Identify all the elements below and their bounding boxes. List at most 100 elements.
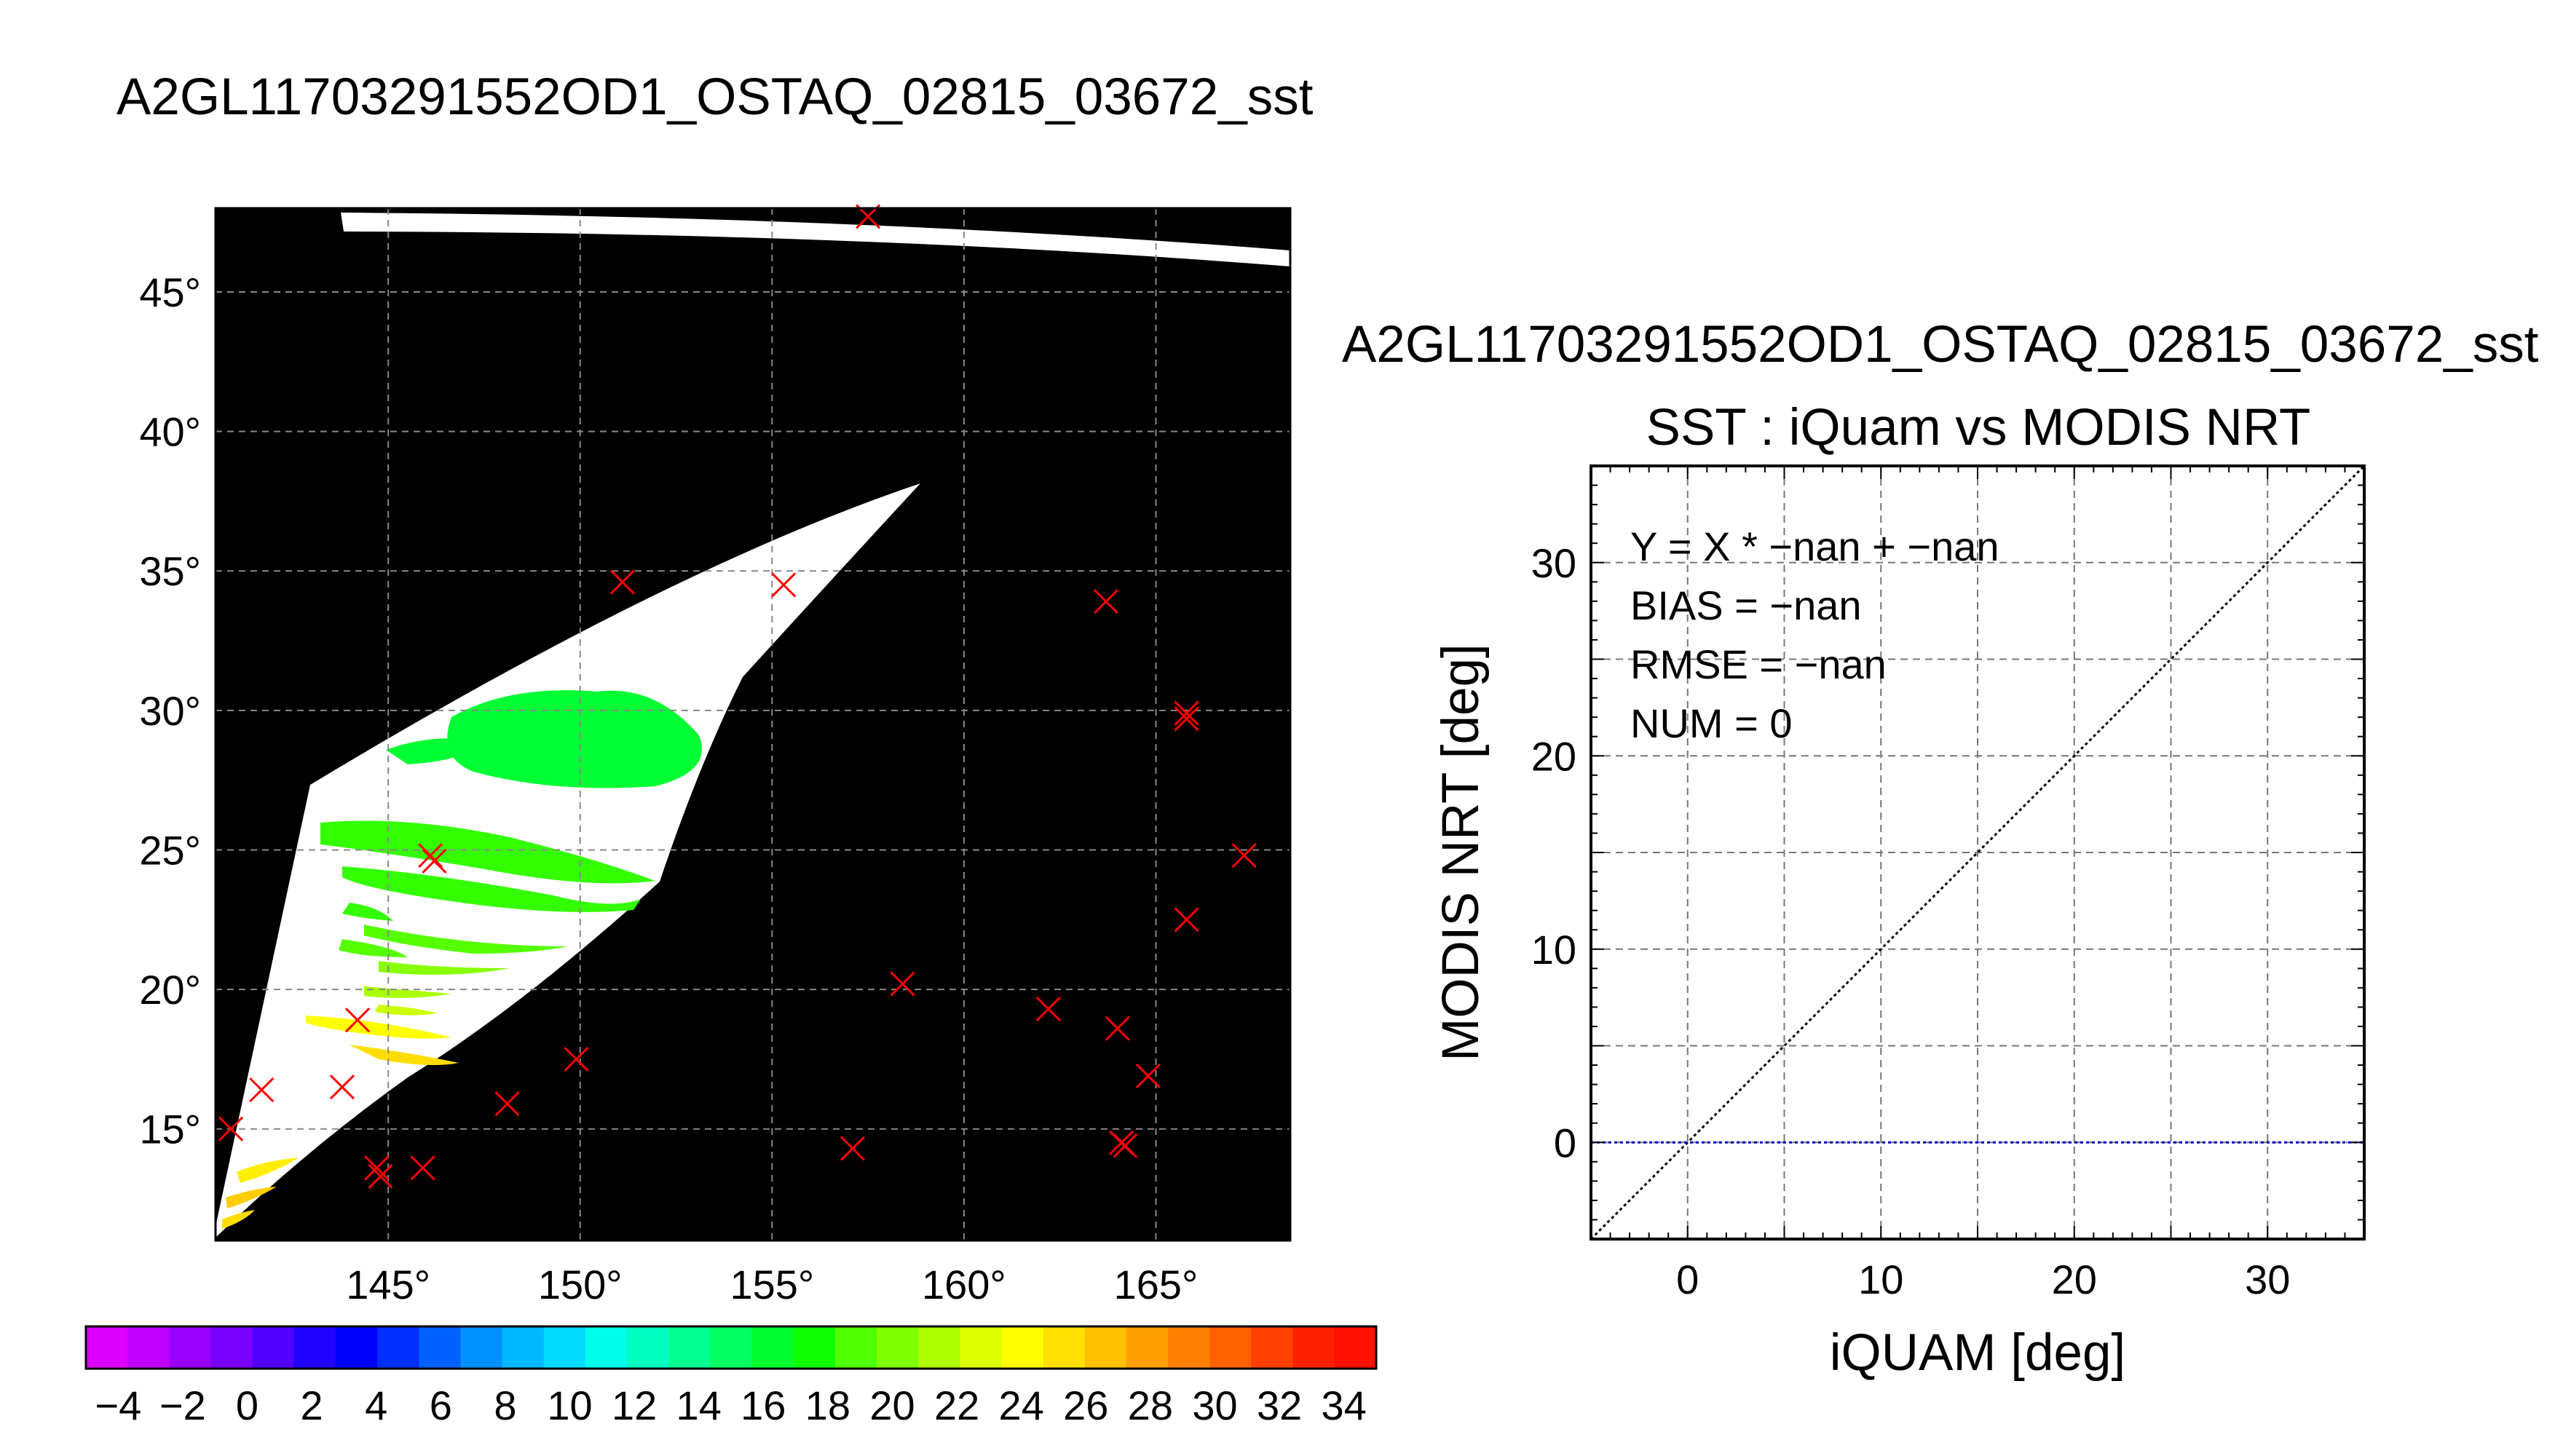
colorbar-tick-label: 6 [430, 1382, 452, 1428]
buoy-marker [1174, 706, 1199, 732]
buoy-marker [1093, 589, 1119, 614]
buoy-marker [1174, 907, 1199, 933]
colorbar-frame [84, 1325, 1378, 1370]
buoy-marker [418, 843, 443, 869]
buoy-marker [422, 848, 447, 874]
colorbar-cell [877, 1326, 919, 1369]
colorbar-cell [1001, 1326, 1044, 1369]
colorbar-tick-label: 30 [1192, 1382, 1237, 1428]
colorbar-tick-label: 28 [1128, 1382, 1173, 1428]
colorbar-cell [252, 1326, 295, 1369]
buoy-marker [1105, 1016, 1130, 1041]
colorbar-cell [543, 1326, 586, 1369]
colorbar-cell [1084, 1326, 1127, 1369]
colorbar-cell [960, 1326, 1003, 1369]
buoy-marker [564, 1046, 589, 1072]
buoy-marker-stroke [1093, 589, 1119, 614]
scatter-subtitle: SST : iQuam vs MODIS NRT [1646, 399, 2311, 456]
sst-retrieval-patches [222, 690, 702, 1229]
colorbar-cell [585, 1326, 628, 1369]
buoy-marker [771, 572, 797, 598]
colorbar-cell [627, 1326, 669, 1369]
map-lat-tick-label: 20° [139, 967, 201, 1013]
colorbar-cell [502, 1326, 545, 1369]
map-title: A2GL11703291552OD1_OSTAQ_02815_03672_sst [117, 68, 1314, 126]
colorbar-cell [86, 1326, 128, 1369]
map-lon-tick-label: 155° [730, 1262, 814, 1307]
map-tick-labels: 145° 150° 155° 160° 165° 15° 20° 25° 30° 35° 40° 45… [139, 269, 1198, 1307]
colorbar-tick-label: 12 [612, 1382, 657, 1428]
map-frame [214, 207, 1292, 1242]
map-lon-tick-label: 160° [922, 1262, 1006, 1307]
colorbar-tick-label: 20 [869, 1382, 915, 1428]
buoy-marker-stroke [1174, 907, 1199, 933]
buoy-marker-stroke [218, 1116, 244, 1142]
buoy-marker-stroke [1113, 1133, 1138, 1158]
colorbar-tick-label: 0 [236, 1382, 258, 1428]
stats-rmse: RMSE = −nan [1630, 641, 1887, 687]
colorbar-cell [668, 1326, 711, 1369]
map-panel: 145° 150° 155° 160° 165° 15° 20° 25° 30° 35° 40° 45… [139, 204, 1292, 1307]
map-lat-tick-label: 30° [139, 688, 201, 734]
buoy-marker [329, 1075, 355, 1100]
buoy-marker [344, 1008, 371, 1033]
buoy-marker-stroke [771, 572, 797, 598]
map-lat-tick-label: 15° [139, 1107, 201, 1152]
buoy-marker-stroke [840, 1136, 866, 1161]
scatter-y-tick-label: 30 [1531, 540, 1576, 586]
colorbar-tick-label: 2 [301, 1382, 323, 1428]
buoy-marker-stroke [1105, 1016, 1130, 1041]
map-lat-tick-label: 40° [139, 409, 201, 455]
colorbar-cell [793, 1326, 836, 1369]
colorbar-cell [751, 1326, 794, 1369]
colorbar-tick-label: −4 [95, 1382, 141, 1428]
buoy-marker [1174, 700, 1199, 726]
map-lon-tick-label: 150° [538, 1262, 623, 1307]
scatter-xlabel: iQUAM [deg] [1830, 1324, 2125, 1382]
scatter-panel: 0 10 20 30 0 10 20 30 Y = X * −nan + −nan BIAS … [1531, 464, 2366, 1302]
colorbar-tick-label: 32 [1257, 1382, 1302, 1428]
colorbar-cell [1251, 1326, 1294, 1369]
colorbar-cell [335, 1326, 378, 1369]
buoy-marker [368, 1163, 393, 1189]
colorbar-cell [834, 1326, 877, 1369]
colorbar-cell [460, 1326, 503, 1369]
buoy-marker [609, 569, 635, 595]
colorbar-cell [918, 1326, 960, 1369]
colorbar-tick-label: 10 [547, 1382, 592, 1428]
colorbar-tick-label: 22 [934, 1382, 979, 1428]
scatter-x-tick-label: 10 [1858, 1257, 1903, 1302]
scatter-title: A2GL11703291552OD1_OSTAQ_02815_03672_sst [1342, 316, 2539, 373]
buoy-marker-stroke [329, 1075, 355, 1100]
buoy-marker-stroke [564, 1046, 589, 1072]
buoy-marker [249, 1077, 275, 1103]
colorbar-cell [127, 1326, 170, 1369]
buoy-marker [364, 1155, 390, 1181]
colorbar-tick-label: 34 [1322, 1382, 1367, 1428]
buoy-marker-stroke [1231, 843, 1257, 869]
map-lon-tick-label: 165° [1114, 1262, 1198, 1307]
map-lat-tick-label: 25° [139, 827, 201, 873]
swath-north-strip [341, 213, 1290, 266]
buoy-marker [1035, 996, 1061, 1021]
scatter-reference-lines [1590, 464, 2366, 1241]
buoy-marker-stroke [1035, 996, 1061, 1021]
scatter-y-tick-label: 20 [1531, 733, 1576, 779]
colorbar-tick-label: 24 [999, 1382, 1044, 1428]
scatter-x-tick-label: 20 [2052, 1257, 2097, 1302]
map-lat-tick-label: 45° [139, 269, 201, 315]
buoy-marker [890, 971, 915, 997]
buoy-marker-stroke [368, 1163, 393, 1189]
buoy-marker-stroke [422, 848, 447, 874]
colorbar-cell [377, 1326, 419, 1369]
scatter-ylabel: MODIS NRT [deg] [1432, 644, 1490, 1061]
buoy-marker-stroke [1135, 1063, 1161, 1088]
colorbar-tick-label: −2 [159, 1382, 206, 1428]
colorbar-cell [419, 1326, 462, 1369]
colorbar-cell [210, 1326, 253, 1369]
buoy-marker-stroke [609, 569, 635, 595]
colorbar: −4 −2 0 2 4 6 8 10 12 14 16 18 20 22 24 26 28 30 32 34 [84, 1325, 1378, 1428]
colorbar-cell [1168, 1326, 1210, 1369]
scatter-y-tick-label: 10 [1531, 927, 1576, 973]
buoy-marker-stroke [410, 1155, 435, 1181]
